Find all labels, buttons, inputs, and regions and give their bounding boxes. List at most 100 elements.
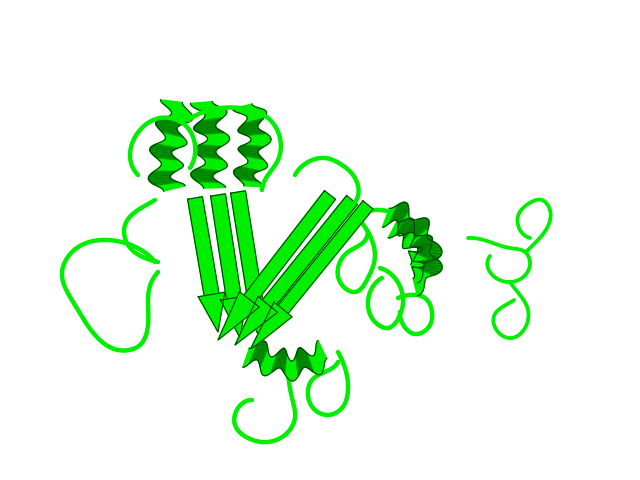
Polygon shape [241,153,264,159]
Polygon shape [395,219,408,236]
Polygon shape [198,292,225,332]
Polygon shape [237,167,260,172]
Polygon shape [232,104,271,187]
Polygon shape [389,204,401,223]
Polygon shape [151,171,176,174]
Polygon shape [238,148,259,152]
Polygon shape [238,149,259,155]
Polygon shape [394,202,406,220]
Polygon shape [271,351,280,372]
Polygon shape [158,119,183,125]
Polygon shape [257,341,266,361]
Polygon shape [252,341,262,361]
Polygon shape [420,247,442,251]
Polygon shape [156,124,178,132]
Polygon shape [392,203,403,221]
Polygon shape [148,100,193,191]
Polygon shape [196,129,221,132]
Polygon shape [240,130,263,134]
Polygon shape [255,341,264,360]
Polygon shape [300,348,308,368]
Polygon shape [278,201,373,313]
Polygon shape [283,351,287,373]
Polygon shape [239,121,261,128]
Polygon shape [198,118,223,123]
Polygon shape [149,173,173,176]
Polygon shape [413,219,429,234]
Polygon shape [192,177,216,180]
Polygon shape [297,350,301,372]
Polygon shape [194,123,217,128]
Polygon shape [194,148,216,152]
Polygon shape [191,174,214,178]
Polygon shape [194,150,217,155]
Polygon shape [244,191,335,304]
Polygon shape [156,121,177,129]
Polygon shape [192,170,216,174]
Polygon shape [218,292,259,340]
Polygon shape [398,218,410,234]
Polygon shape [230,191,262,301]
Polygon shape [408,218,425,233]
Polygon shape [151,152,175,158]
Polygon shape [415,242,438,247]
Polygon shape [236,177,259,181]
Polygon shape [396,203,408,222]
Polygon shape [262,196,358,309]
Polygon shape [194,125,216,130]
Polygon shape [148,175,171,179]
Polygon shape [397,204,408,224]
Polygon shape [417,236,432,249]
Polygon shape [305,351,314,372]
Polygon shape [296,353,300,376]
Polygon shape [250,302,292,350]
Polygon shape [243,132,266,135]
Polygon shape [277,348,284,369]
Polygon shape [422,266,442,272]
Polygon shape [415,235,431,248]
Polygon shape [239,146,260,150]
Polygon shape [235,168,257,174]
Polygon shape [188,197,219,296]
Polygon shape [243,341,327,381]
Polygon shape [417,252,439,259]
Polygon shape [250,343,260,363]
Polygon shape [279,348,285,369]
Polygon shape [194,127,218,131]
Polygon shape [418,258,438,262]
Polygon shape [413,252,436,261]
Polygon shape [298,348,303,370]
Polygon shape [191,102,230,188]
Polygon shape [150,145,175,151]
Polygon shape [420,267,440,274]
Polygon shape [242,298,269,342]
Polygon shape [148,177,172,181]
Polygon shape [235,297,278,345]
Polygon shape [401,218,413,234]
Polygon shape [194,168,220,173]
Polygon shape [410,235,426,248]
Polygon shape [150,179,174,183]
Polygon shape [153,155,178,160]
Polygon shape [281,349,286,371]
Polygon shape [196,145,221,148]
Polygon shape [418,244,440,248]
Polygon shape [157,126,180,134]
Polygon shape [274,349,282,371]
Polygon shape [238,126,258,132]
Polygon shape [422,249,442,254]
Polygon shape [241,145,264,149]
Polygon shape [402,219,414,235]
Polygon shape [239,128,260,133]
Polygon shape [299,348,305,368]
Polygon shape [413,224,429,240]
Polygon shape [195,146,218,150]
Polygon shape [388,218,442,296]
Polygon shape [195,152,220,157]
Polygon shape [199,131,225,134]
Polygon shape [195,120,220,126]
Polygon shape [234,170,254,175]
Polygon shape [403,223,415,240]
Polygon shape [153,144,178,150]
Polygon shape [152,180,178,185]
